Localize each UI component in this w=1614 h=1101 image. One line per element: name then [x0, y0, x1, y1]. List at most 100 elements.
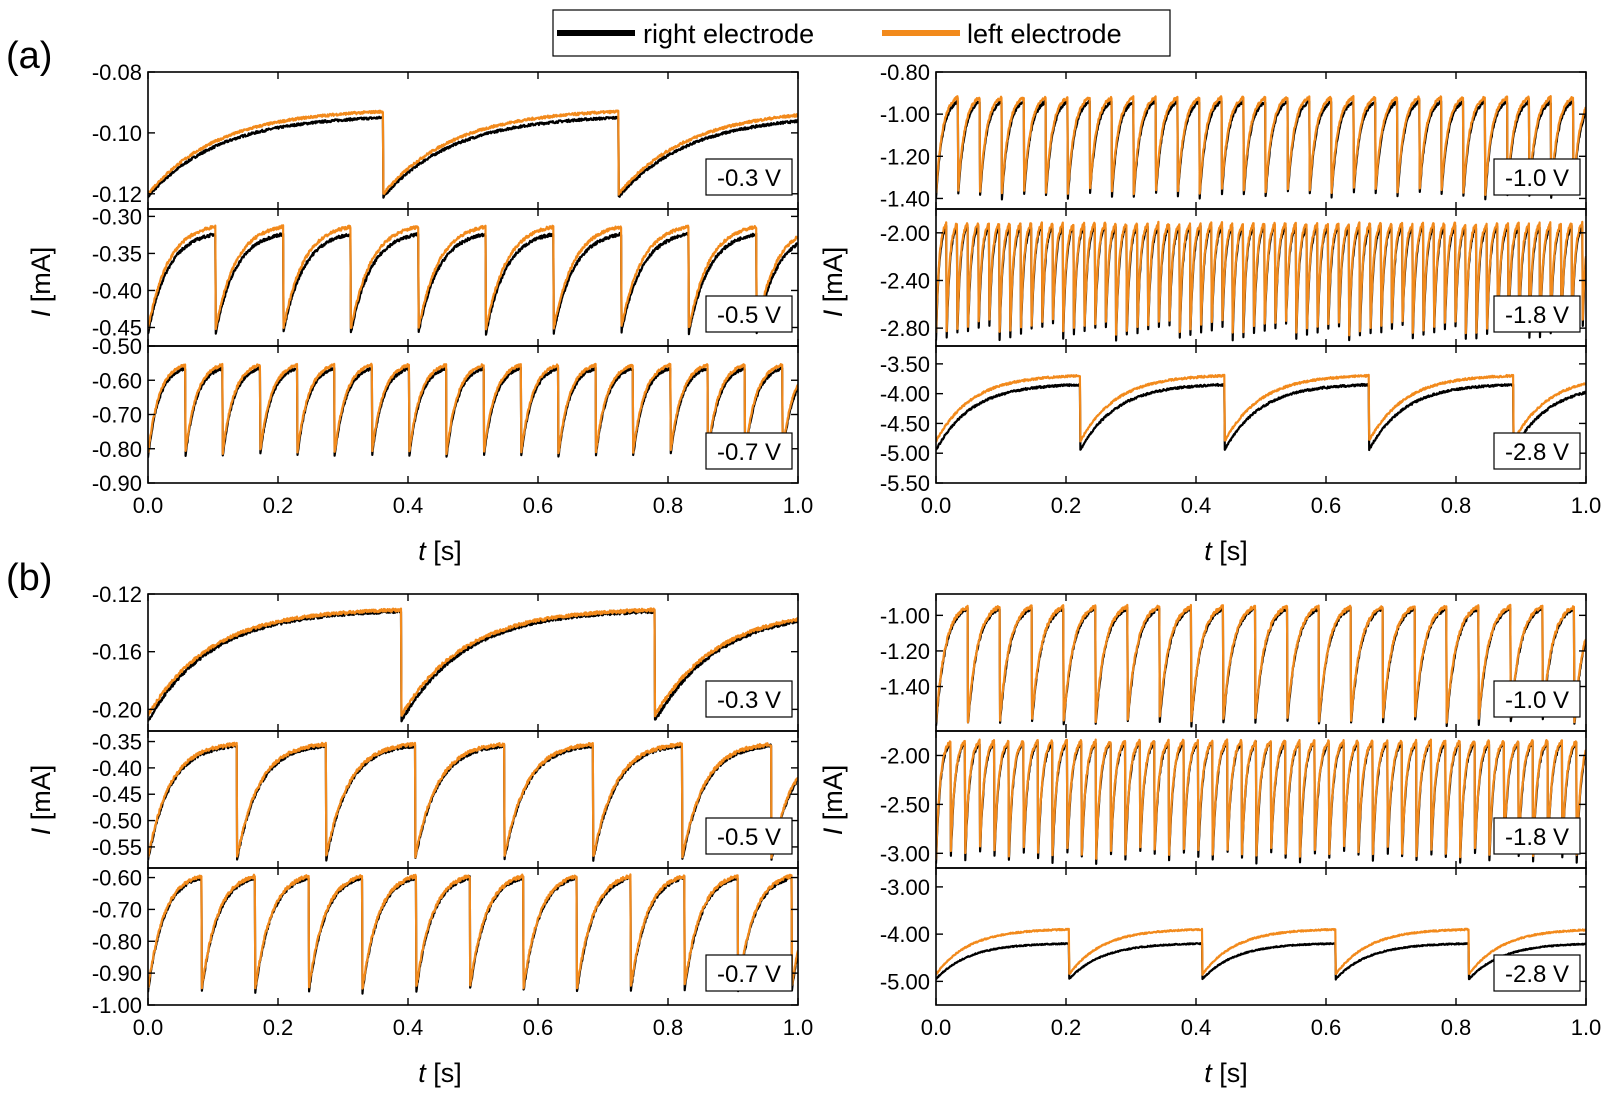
y-tick-label-a-right-1-0: -0.80 — [880, 60, 930, 85]
y-tick-label-b-right-3-2: -5.00 — [880, 969, 930, 994]
subplot-a-left-1: -0.08 -0.10 -0.12 -0.3 V — [92, 60, 799, 210]
x-tick-label-b-left-3-1: 0.2 — [263, 1015, 294, 1040]
y-tick-label-a-right-1-3: -1.40 — [880, 186, 930, 211]
x-axis-title-a-right: t [s] — [1204, 536, 1248, 566]
y-tick-label-a-right-3-1: -4.00 — [880, 382, 930, 407]
series-line-right-electrode-a-right-1 — [936, 99, 1586, 201]
y-tick-label-b-left-1-1: -0.16 — [92, 640, 142, 665]
y-tick-label-a-right-2-0: -2.00 — [880, 221, 930, 246]
x-tick-label-b-left-3-3: 0.6 — [523, 1015, 554, 1040]
x-tick-label-a-right-3-2: 0.4 — [1181, 493, 1212, 518]
y-tick-label-b-right-2-2: -3.00 — [880, 841, 930, 866]
y-tick-label-b-right-1-1: -1.20 — [880, 639, 930, 664]
y-tick-label-a-left-3-2: -0.70 — [92, 403, 142, 428]
y-var-a-right: I — [818, 309, 848, 317]
panel-label-a: (a) — [6, 35, 52, 77]
panel-label-b: (b) — [6, 557, 52, 599]
y-tick-label-a-right-2-2: -2.80 — [880, 316, 930, 341]
y-tick-label-b-left-3-0: -0.60 — [92, 866, 142, 891]
x-var-b-right: t — [1204, 1058, 1213, 1088]
series-line-right-electrode-b-right-3 — [936, 942, 1586, 981]
x-tick-label-a-right-3-4: 0.8 — [1441, 493, 1472, 518]
voltage-box-b-left-3 — [705, 954, 793, 992]
legend-label-right-electrode: right electrode — [643, 19, 814, 49]
y-tick-label-b-left-3-1: -0.70 — [92, 897, 142, 922]
y-unit-b-right: [mA] — [818, 765, 848, 828]
voltage-label-a-right-1: -1.0 V — [1505, 165, 1569, 192]
x-tick-label-a-left-3-2: 0.4 — [393, 493, 424, 518]
subplot-a-right-3: -3.50 -4.00 -4.50 -5.00 -5.500.0 0.2 0.4 0.6 0.8… — [880, 345, 1601, 518]
series-line-left-electrode-a-right-1 — [936, 95, 1586, 196]
series-line-left-electrode-b-right-2 — [936, 738, 1586, 860]
voltage-label-b-left-3: -0.7 V — [717, 961, 781, 988]
y-var-a-left: I — [26, 309, 56, 317]
y-var-b-right: I — [818, 827, 848, 835]
x-tick-label-b-left-3-2: 0.4 — [393, 1015, 424, 1040]
voltage-box-b-right-2 — [1493, 817, 1581, 855]
y-tick-label-a-left-3-0: -0.50 — [92, 334, 142, 359]
x-var-b-left: t — [418, 1058, 427, 1088]
series-line-left-electrode-b-left-3 — [148, 873, 798, 990]
voltage-box-b-right-1 — [1493, 680, 1581, 718]
x-tick-label-a-right-3-1: 0.2 — [1051, 493, 1082, 518]
x-tick-label-b-left-3-5: 1.0 — [783, 1015, 814, 1040]
subplot-a-left-3: -0.50 -0.60 -0.70 -0.80 -0.900.0 0.2 0.4 0.6 0.8… — [92, 334, 813, 518]
x-tick-label-b-left-3-4: 0.8 — [653, 1015, 684, 1040]
voltage-box-b-left-2 — [705, 817, 793, 855]
voltage-label-b-right-2: -1.8 V — [1505, 824, 1569, 851]
series-line-left-electrode-b-left-1 — [148, 607, 798, 718]
subplot-b-left-1: -0.12 -0.16 -0.20 -0.3 V — [92, 582, 799, 732]
legend: right electrode left electrode — [552, 9, 1171, 57]
x-tick-label-a-left-3-3: 0.6 — [523, 493, 554, 518]
voltage-label-b-left-2: -0.5 V — [717, 824, 781, 851]
series-line-left-electrode-b-left-2 — [148, 741, 798, 859]
y-tick-label-a-left-3-4: -0.90 — [92, 471, 142, 496]
y-var-b-left: I — [26, 827, 56, 835]
y-tick-label-b-right-1-0: -1.00 — [880, 603, 930, 628]
series-line-right-electrode-a-left-2 — [148, 231, 798, 336]
y-axis-title-b-left: I [mA] — [26, 765, 56, 836]
y-tick-label-a-right-3-2: -4.50 — [880, 411, 930, 436]
series-line-right-electrode-b-left-1 — [148, 608, 798, 723]
x-tick-label-a-left-3-1: 0.2 — [263, 493, 294, 518]
voltage-label-a-right-2: -1.8 V — [1505, 302, 1569, 329]
voltage-label-a-left-3: -0.7 V — [717, 439, 781, 466]
x-tick-label-a-left-3-4: 0.8 — [653, 493, 684, 518]
y-tick-label-a-right-3-3: -5.00 — [880, 441, 930, 466]
series-line-right-electrode-a-right-3 — [936, 382, 1586, 452]
y-tick-label-b-left-2-4: -0.55 — [92, 835, 142, 860]
y-tick-label-a-left-2-3: -0.45 — [92, 315, 142, 340]
y-tick-label-a-left-3-1: -0.60 — [92, 368, 142, 393]
subplot-b-right-3: -3.00 -4.00 -5.00 0.0 0.2 0.4 0.6 0.8 1.0 -2.8 V — [880, 867, 1601, 1040]
y-tick-label-b-left-1-2: -0.20 — [92, 697, 142, 722]
x-var-a-left: t — [418, 536, 427, 566]
series-line-left-electrode-b-right-3 — [936, 927, 1586, 976]
series-line-left-electrode-a-right-3 — [936, 373, 1586, 443]
voltage-label-a-right-3: -2.8 V — [1505, 439, 1569, 466]
voltage-box-a-left-2 — [705, 295, 793, 333]
y-tick-label-a-right-1-1: -1.00 — [880, 102, 930, 127]
x-tick-label-b-left-3-0: 0.0 — [133, 1015, 164, 1040]
voltage-box-a-left-3 — [705, 432, 793, 470]
voltage-box-a-right-3 — [1493, 432, 1581, 470]
y-tick-label-b-left-2-1: -0.40 — [92, 756, 142, 781]
voltage-box-a-right-2 — [1493, 295, 1581, 333]
x-axis-title-b-right: t [s] — [1204, 1058, 1248, 1088]
x-tick-label-b-right-3-1: 0.2 — [1051, 1015, 1082, 1040]
x-tick-label-b-right-3-4: 0.8 — [1441, 1015, 1472, 1040]
y-axis-title-a-right: I [mA] — [818, 247, 848, 318]
y-axis-title-b-right: I [mA] — [818, 765, 848, 836]
y-tick-label-b-left-2-2: -0.45 — [92, 782, 142, 807]
x-tick-label-a-left-3-0: 0.0 — [133, 493, 164, 518]
series-line-right-electrode-a-left-1 — [148, 115, 798, 199]
voltage-box-a-left-1 — [705, 158, 793, 196]
voltage-label-a-left-2: -0.5 V — [717, 302, 781, 329]
legend-box — [552, 9, 1171, 57]
axes-frame-b-right-3 — [935, 867, 1587, 1006]
x-unit-b-right: [s] — [1212, 1058, 1248, 1088]
y-tick-label-a-left-2-0: -0.30 — [92, 204, 142, 229]
y-tick-label-a-right-1-2: -1.20 — [880, 144, 930, 169]
subplot-b-right-1: -1.00 -1.20 -1.40 -1.0 V — [880, 593, 1587, 732]
y-axis-title-a-left: I [mA] — [26, 247, 56, 318]
y-tick-label-a-left-2-2: -0.40 — [92, 278, 142, 303]
